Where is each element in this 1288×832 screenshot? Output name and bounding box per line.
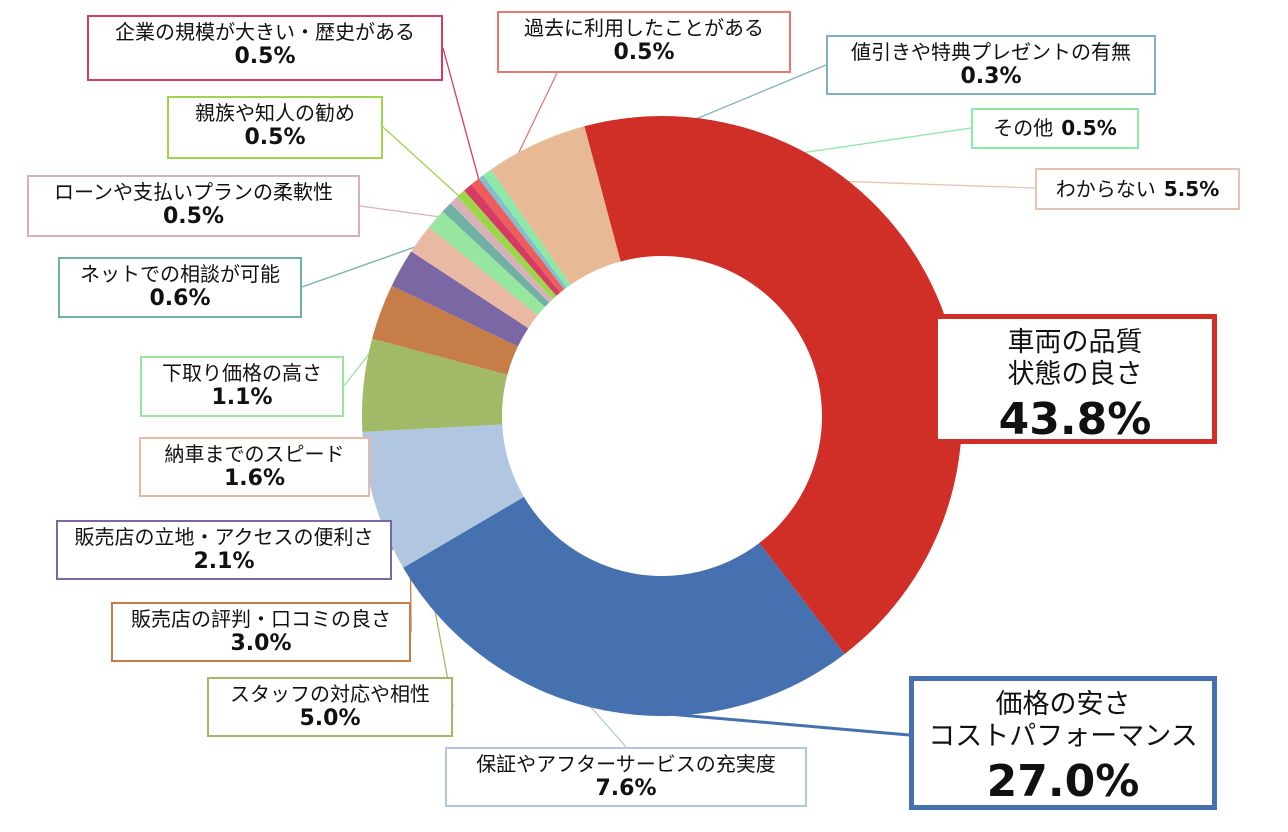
slice-label-2: 価格の安さ コストパフォーマンス 27.0% [909, 676, 1217, 810]
slice-label-name: 企業の規模が大きい・歴史がある [115, 20, 415, 44]
slice-12 [464, 184, 561, 296]
slice-label-11: 親族や知人の勧め 0.5% [167, 96, 383, 159]
slice-label-name: ネットでの相談が可能 [80, 262, 280, 286]
slice-label-7: 納車までのスピード 1.6% [139, 437, 370, 497]
slice-label-14: 値引きや特典プレゼントの有無 0.3% [826, 35, 1156, 95]
slice-label-name: スタッフの対応や相性 [230, 682, 430, 706]
slice-label-name: 販売店の評判・口コミの良さ [131, 607, 391, 631]
slice-label-name: ローンや支払いプランの柔軟性 [54, 180, 333, 204]
slice-label-name: その他 [993, 116, 1054, 140]
slice-label-value: 3.0% [230, 631, 292, 656]
slice-label-name: 販売店の立地・アクセスの便利さ [74, 525, 374, 549]
slice-label-value: 0.6% [149, 286, 211, 311]
slice-label-name: 過去に利用したことがある [524, 16, 764, 40]
slice-label-3: 保証やアフターサービスの充実度 7.6% [445, 747, 807, 807]
slice-16 [490, 126, 621, 285]
slice-label-12: 企業の規模が大きい・歴史がある 0.5% [87, 15, 443, 81]
slice-label-value: 2.1% [193, 549, 255, 574]
slice-label-name: 価格の安さ コストパフォーマンス [928, 689, 1198, 753]
slice-label-value: 1.1% [211, 385, 273, 410]
slice-label-value: 0.5% [613, 40, 675, 65]
slice-14 [478, 175, 567, 290]
slice-1 [584, 116, 962, 655]
slice-4 [362, 338, 508, 432]
slice-label-value: 0.5% [244, 125, 306, 150]
slice-label-name: 納車までのスピード [164, 442, 345, 466]
slice-8 [428, 211, 545, 316]
slice-2 [403, 496, 845, 716]
slice-label-value: 0.3% [960, 64, 1022, 89]
slice-label-4: スタッフの対応や相性 5.0% [207, 677, 453, 737]
slice-11 [457, 190, 557, 300]
slice-label-name: 親族や知人の勧め [195, 101, 355, 125]
slice-label-value: 5.5% [1163, 176, 1220, 201]
slice-label-6: 販売店の立地・アクセスの便利さ 2.1% [56, 520, 392, 580]
slice-label-value: 5.0% [299, 706, 361, 731]
slice-label-1: 車両の品質 状態の良さ 43.8% [933, 314, 1217, 445]
slice-label-9: ネットでの相談が可能 0.6% [58, 257, 302, 318]
slice-5 [372, 285, 518, 375]
slice-label-value: 43.8% [998, 393, 1152, 445]
slice-9 [442, 203, 550, 307]
slice-label-15: その他 0.5% [971, 108, 1139, 149]
slice-label-8: 下取り価格の高さ 1.1% [140, 356, 344, 417]
slice-6 [391, 251, 529, 347]
slice-label-name: わからない [1055, 176, 1156, 201]
slice-label-value: 7.6% [595, 776, 657, 801]
slice-13 [471, 178, 565, 293]
slice-15 [483, 169, 571, 288]
slice-label-13: 過去に利用したことがある 0.5% [497, 11, 791, 73]
slice-label-16: わからない 5.5% [1035, 168, 1240, 210]
slice-label-10: ローンや支払いプランの柔軟性 0.5% [27, 175, 360, 237]
slice-label-value: 0.5% [162, 204, 224, 229]
slice-label-value: 0.5% [1061, 116, 1117, 140]
donut-slices [362, 116, 962, 716]
slice-label-value: 1.6% [223, 466, 285, 491]
slice-label-name: 保証やアフターサービスの充実度 [476, 752, 776, 776]
slice-label-name: 下取り価格の高さ [162, 361, 322, 385]
slice-3 [362, 424, 524, 568]
slice-label-5: 販売店の評判・口コミの良さ 3.0% [111, 602, 411, 662]
slice-label-name: 値引きや特典プレゼントの有無 [851, 40, 1131, 64]
slice-label-value: 27.0% [986, 755, 1140, 807]
slice-10 [450, 196, 553, 303]
slice-label-value: 0.5% [234, 44, 296, 69]
slice-7 [411, 227, 538, 329]
slice-label-name: 車両の品質 状態の良さ [1007, 327, 1143, 391]
